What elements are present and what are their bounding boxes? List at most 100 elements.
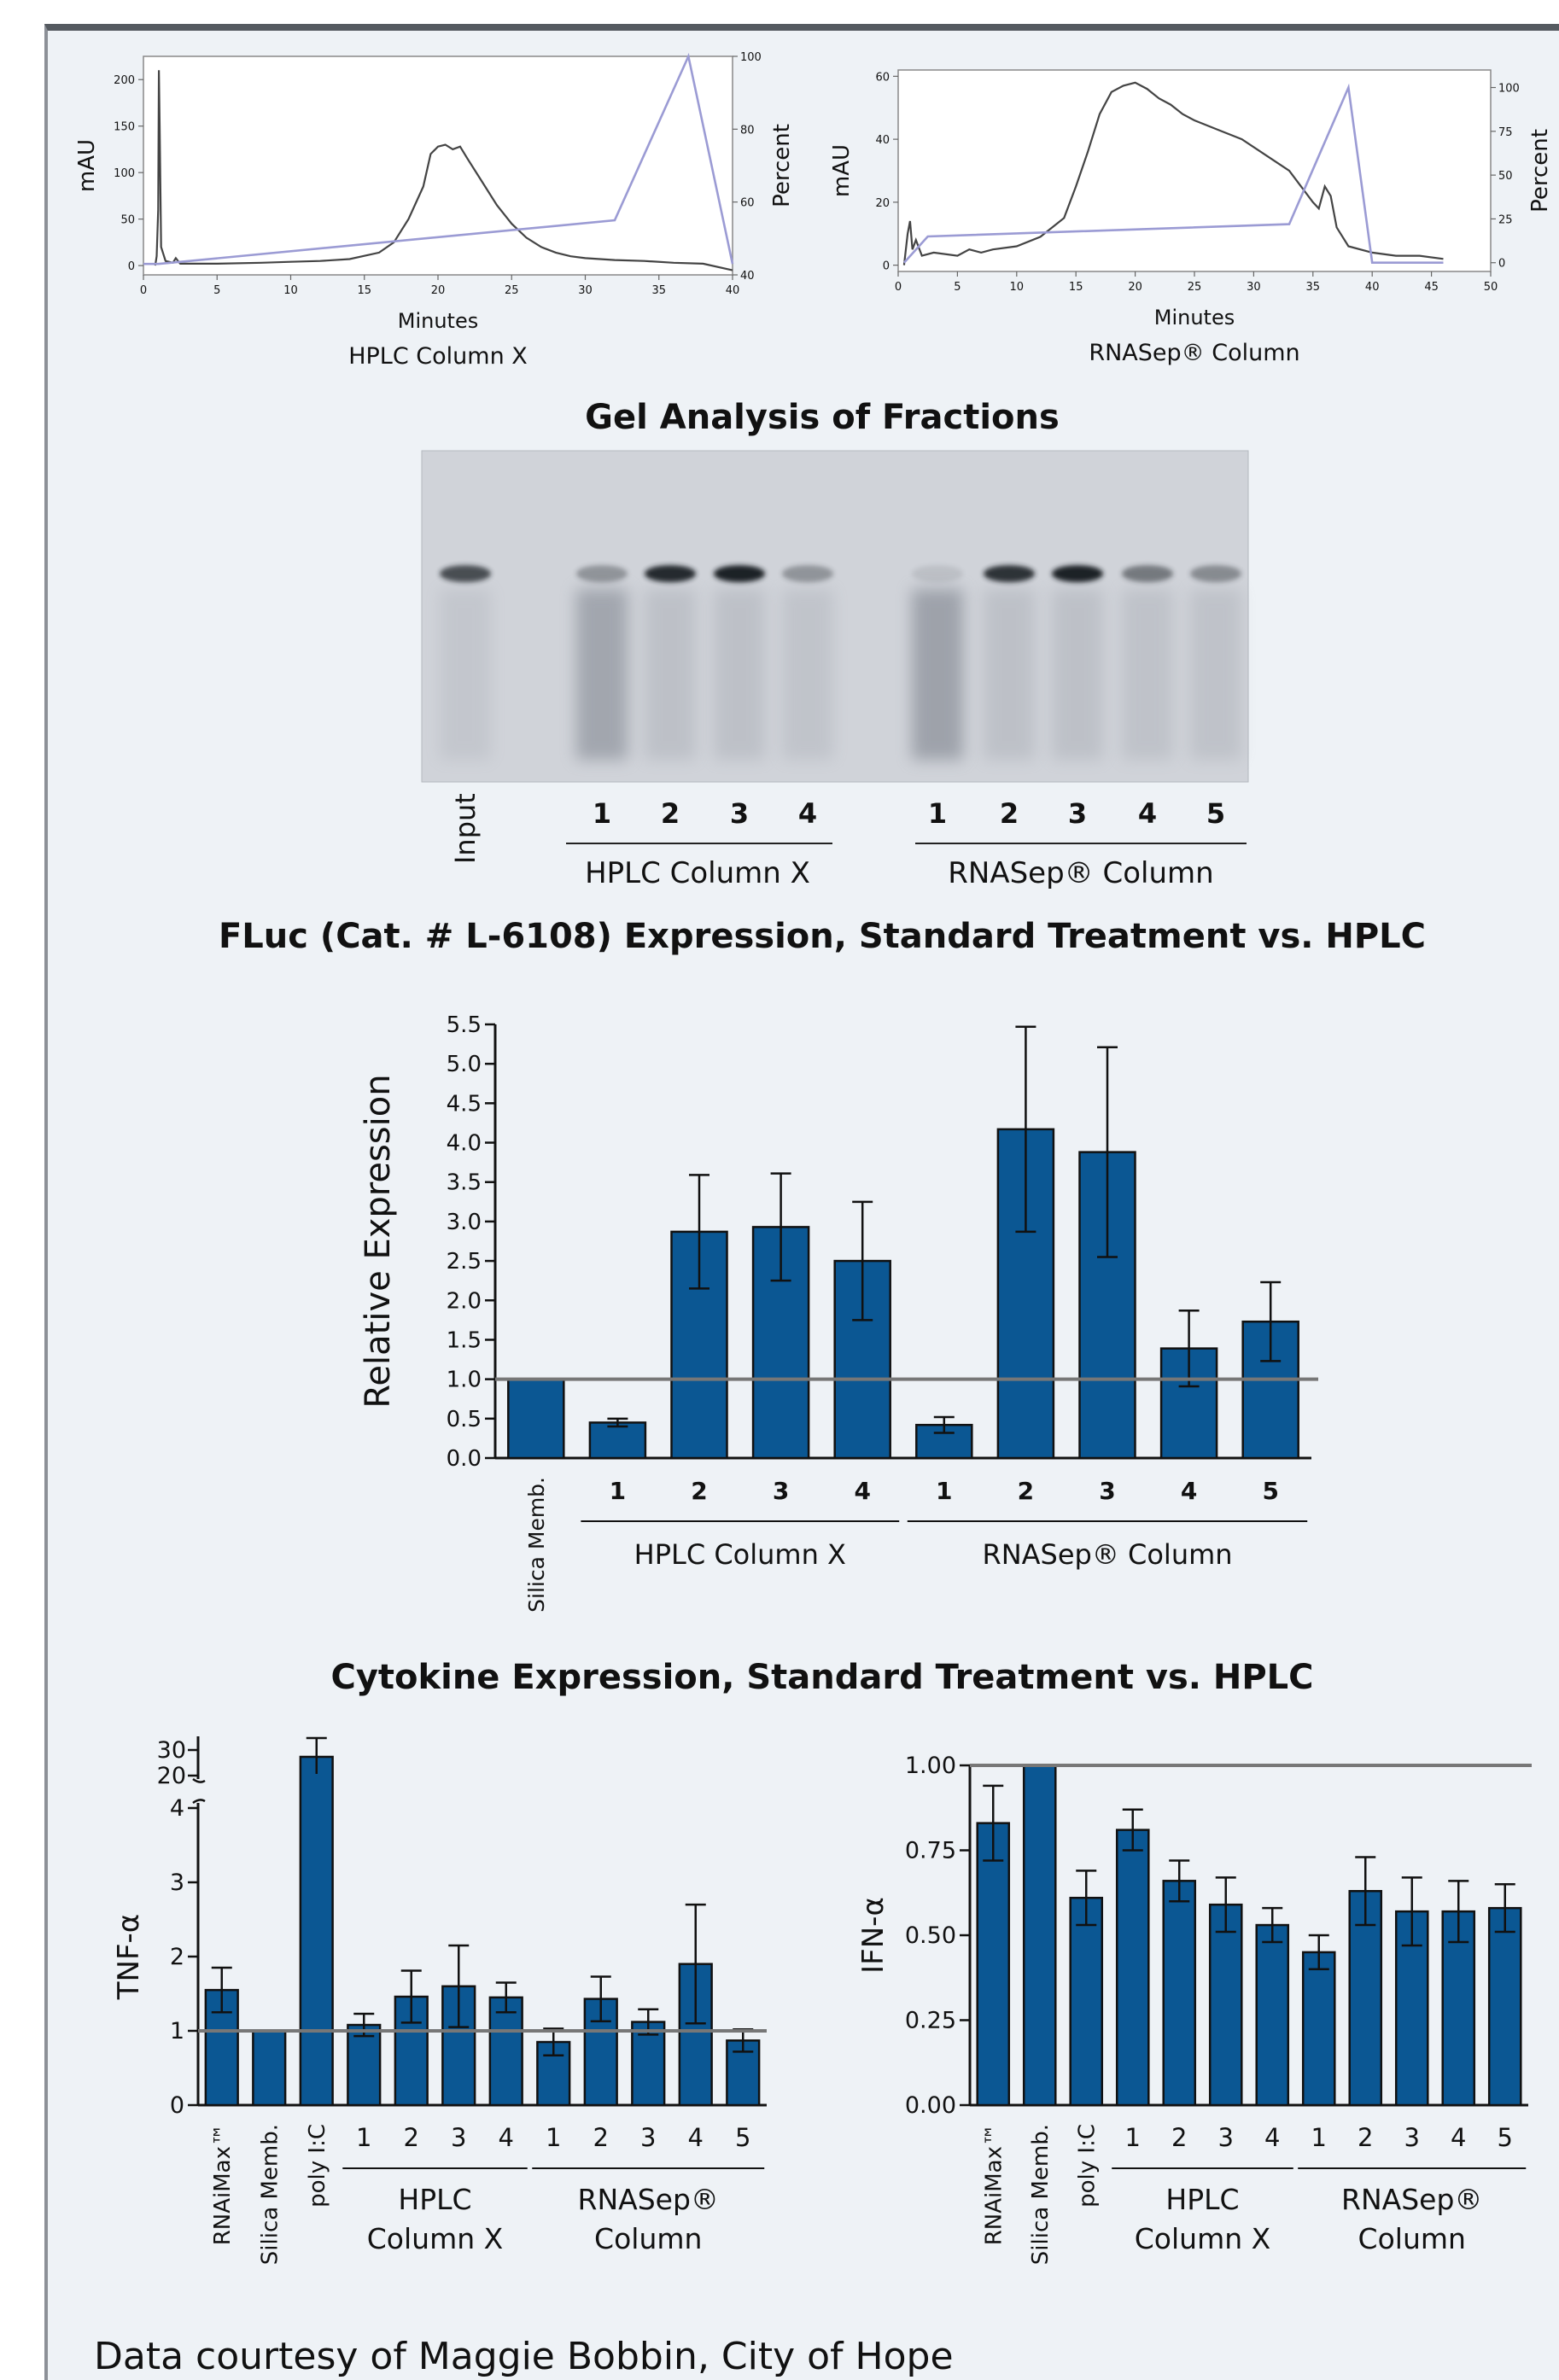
fluc-title: FLuc (Cat. # L-6108) Expression, Standar… [219, 917, 1426, 956]
gel-smear [1190, 589, 1241, 760]
bar [1162, 1880, 1197, 2107]
y-tick-label: 0.5 [447, 1407, 482, 1432]
gel-band [912, 565, 963, 582]
bar [1301, 1951, 1336, 2107]
category-label: 4 [1181, 1477, 1197, 1505]
y-tick-label: 4 [170, 1795, 184, 1822]
category-label: Silica Memb. [1028, 2124, 1054, 2265]
x-tick-label: 0 [140, 284, 147, 297]
y-tick-label: 1 [170, 2018, 184, 2045]
x-tick-label: 25 [1188, 281, 1202, 294]
category-label: 1 [546, 2123, 561, 2152]
gel-group2-label: RNASep® Column [948, 856, 1213, 890]
x-tick-label: 15 [1069, 281, 1083, 294]
chart-caption: HPLC Column X [348, 343, 528, 370]
y-tick-label: 200 [114, 74, 135, 87]
footer-credit: Data courtesy of Maggie Bobbin, City of … [94, 2335, 954, 2378]
axis-break-mark [192, 1777, 206, 1783]
y-tick-label: 5.5 [447, 1012, 482, 1038]
y2-tick-label: 40 [740, 270, 755, 283]
gel-lane-number: 4 [798, 797, 817, 830]
x-tick-label: 0 [895, 281, 902, 294]
x-tick-label: 15 [357, 284, 371, 297]
category-label: Silica Memb. [524, 1477, 549, 1613]
y-tick-label: 0.75 [905, 1838, 956, 1864]
gel-input-label: Input [449, 793, 482, 864]
bar [1348, 1890, 1383, 2107]
gel-band [440, 565, 491, 582]
axis-break-mark [192, 1799, 206, 1805]
group-label: HPLC Column X [634, 1538, 846, 1571]
category-label: 5 [735, 2123, 750, 2152]
x-tick-label: 25 [505, 284, 519, 297]
category-label: 4 [688, 2123, 704, 2152]
bar [1441, 1910, 1476, 2107]
category-label: 1 [356, 2123, 371, 2152]
bar [1255, 1923, 1290, 2107]
gel-smear [440, 589, 491, 760]
gel-band [782, 565, 833, 582]
category-label: 1 [610, 1477, 626, 1505]
y-tick-label: 1.00 [905, 1753, 956, 1779]
gel-smear [1122, 589, 1173, 760]
bar [976, 1822, 1011, 2107]
y-tick-label: 3 [170, 1870, 184, 1896]
y-axis-label: IFN-α [856, 1897, 890, 1974]
gel-band [1052, 565, 1103, 582]
bar [347, 2023, 382, 2107]
category-label: 2 [1018, 1477, 1034, 1505]
gel-lane-number: 1 [928, 797, 947, 830]
y-tick-label: 150 [114, 121, 135, 134]
y-tick-label: 1.0 [447, 1368, 482, 1393]
chart-caption: RNASep® Column [1089, 340, 1299, 366]
group-label: RNASep® [578, 2183, 719, 2216]
gel-group1-label: HPLC Column X [585, 856, 810, 890]
group-label: HPLC [1165, 2183, 1239, 2216]
fluc-bar-chart: 0.0 0.5 1.0 1.5 2.0 2.5 3.0 3.5 4.0 4.5 5.0 5.5 Sili… [359, 1012, 1318, 1613]
ifn-alpha-chart: 0.00 0.25 0.50 0.75 1.00 RNAiMax™ Silica Memb.… [856, 1753, 1532, 2265]
y-tick-label: 2 [170, 1944, 184, 1970]
category-label: 1 [936, 1477, 952, 1505]
x-axis-label: Minutes [398, 309, 478, 333]
bar [488, 1996, 523, 2107]
gel-smear [782, 589, 833, 760]
gel-band [645, 565, 696, 582]
x-tick-label: 5 [213, 284, 220, 297]
category-label: 1 [1125, 2123, 1141, 2152]
y-tick-label: 4.0 [447, 1131, 482, 1157]
gel-lane-number: 1 [593, 797, 611, 830]
y-tick-label: 20 [157, 1763, 186, 1789]
group-label: Column [1358, 2222, 1466, 2255]
x-tick-label: 40 [1365, 281, 1380, 294]
x-axis-label: Minutes [1154, 306, 1235, 330]
gel-lane-number: 3 [1068, 797, 1087, 830]
y-tick-label: 40 [875, 134, 890, 147]
x-tick-label: 20 [1128, 281, 1142, 294]
y2-tick-label: 60 [740, 197, 755, 210]
y-axis-label: TNF-α [112, 1914, 146, 2000]
category-label: RNAiMax™ [981, 2124, 1007, 2245]
category-label: 3 [1099, 1477, 1115, 1505]
y2-axis-label: Percent [1527, 129, 1553, 213]
x-tick-label: 5 [954, 281, 961, 294]
category-label: 3 [1404, 2123, 1420, 2152]
gel-lane-number: 4 [1138, 797, 1157, 830]
y-tick-label: 4.5 [447, 1091, 482, 1117]
y-tick-label: 0 [883, 260, 890, 273]
y-tick-label: 3.5 [447, 1170, 482, 1196]
plot-area [897, 69, 1492, 272]
gel-lane-number: 2 [661, 797, 680, 830]
x-tick-label: 30 [578, 284, 593, 297]
y-axis-label: mAU [74, 139, 100, 192]
group-label: Column X [367, 2222, 503, 2255]
x-tick-label: 35 [651, 284, 666, 297]
plot-area [143, 55, 733, 276]
gel-band [576, 565, 628, 582]
category-label: poly I:C [1074, 2124, 1100, 2208]
gel-smear [645, 589, 696, 760]
x-tick-label: 30 [1247, 281, 1261, 294]
gel-image [421, 450, 1249, 783]
category-label: 2 [691, 1477, 707, 1505]
